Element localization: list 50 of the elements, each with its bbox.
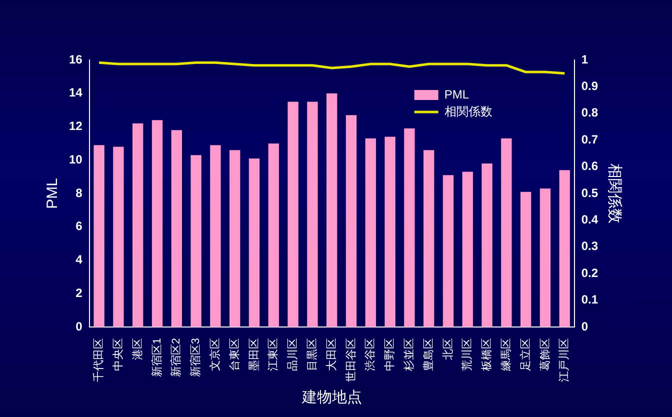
y2-tick-label: 0 <box>581 319 588 334</box>
x-tick-label: 葛飾区 <box>538 338 552 371</box>
x-tick-label: 新宿区3 <box>189 338 202 378</box>
y-tick-label: 10 <box>68 152 83 166</box>
x-tick-label: 世田谷区 <box>344 338 358 382</box>
y-tick-label: 8 <box>76 186 83 200</box>
x-tick-label: 練馬区 <box>500 338 512 372</box>
legend-label: 相関係数 <box>444 104 492 118</box>
x-tick-label: 台東区 <box>228 338 241 371</box>
y-tick-label: 12 <box>68 119 83 134</box>
y-tick-label: 16 <box>68 52 83 66</box>
x-tick-label: 杉並区 <box>403 338 416 372</box>
x-tick-label: 江東区 <box>266 338 280 371</box>
x-tick-label: 新宿区1 <box>150 338 164 378</box>
x-tick-label: 品川区 <box>286 338 300 371</box>
y2-tick-label: 0.1 <box>581 292 598 307</box>
x-tick-label: 文京区 <box>208 338 222 371</box>
x-tick-label: 渋谷区 <box>364 338 377 371</box>
y2-tick-label: 0.2 <box>581 266 598 280</box>
x-tick-label: 大田区 <box>324 338 338 371</box>
y2-tick-label: 0.9 <box>581 79 598 94</box>
y2-axis-title: 相関係数 <box>606 164 623 224</box>
y2-tick-label: 0.6 <box>581 159 598 174</box>
x-tick-label: 中央区 <box>111 338 124 371</box>
x-tick-label: 港区 <box>130 338 144 360</box>
x-tick-label: 目黒区 <box>306 338 318 371</box>
y2-tick-label: 0.3 <box>581 239 598 254</box>
y2-tick-label: 0.5 <box>581 186 598 200</box>
x-tick-label: 足立区 <box>518 338 532 371</box>
x-axis-title: 建物地点 <box>300 389 362 406</box>
x-tick-label: 江戸川区 <box>558 338 571 382</box>
x-tick-label: 板橋区 <box>481 338 494 372</box>
x-tick-label: 北区 <box>441 338 454 360</box>
x-tick-label: 中野区 <box>383 338 396 371</box>
y2-tick-label: 1 <box>581 52 588 66</box>
y2-tick-label: 0.4 <box>581 212 598 227</box>
x-tick-label: 千代田区 <box>92 338 106 382</box>
y-tick-label: 6 <box>76 219 83 234</box>
x-tick-label: 新宿区2 <box>170 338 183 378</box>
y2-tick-label: 0.8 <box>581 106 598 120</box>
y-tick-label: 14 <box>68 86 83 100</box>
y-tick-label: 4 <box>76 252 83 267</box>
y-tick-label: 2 <box>76 286 83 300</box>
x-tick-label: 荒川区 <box>460 338 474 371</box>
legend-label: PML <box>444 87 470 102</box>
y-tick-label: 0 <box>76 319 83 334</box>
x-tick-label: 豊島区 <box>422 338 435 371</box>
y-axis-title: PML <box>44 178 62 209</box>
x-tick-label: 墨田区 <box>248 338 260 371</box>
y2-tick-label: 0.7 <box>581 132 598 146</box>
